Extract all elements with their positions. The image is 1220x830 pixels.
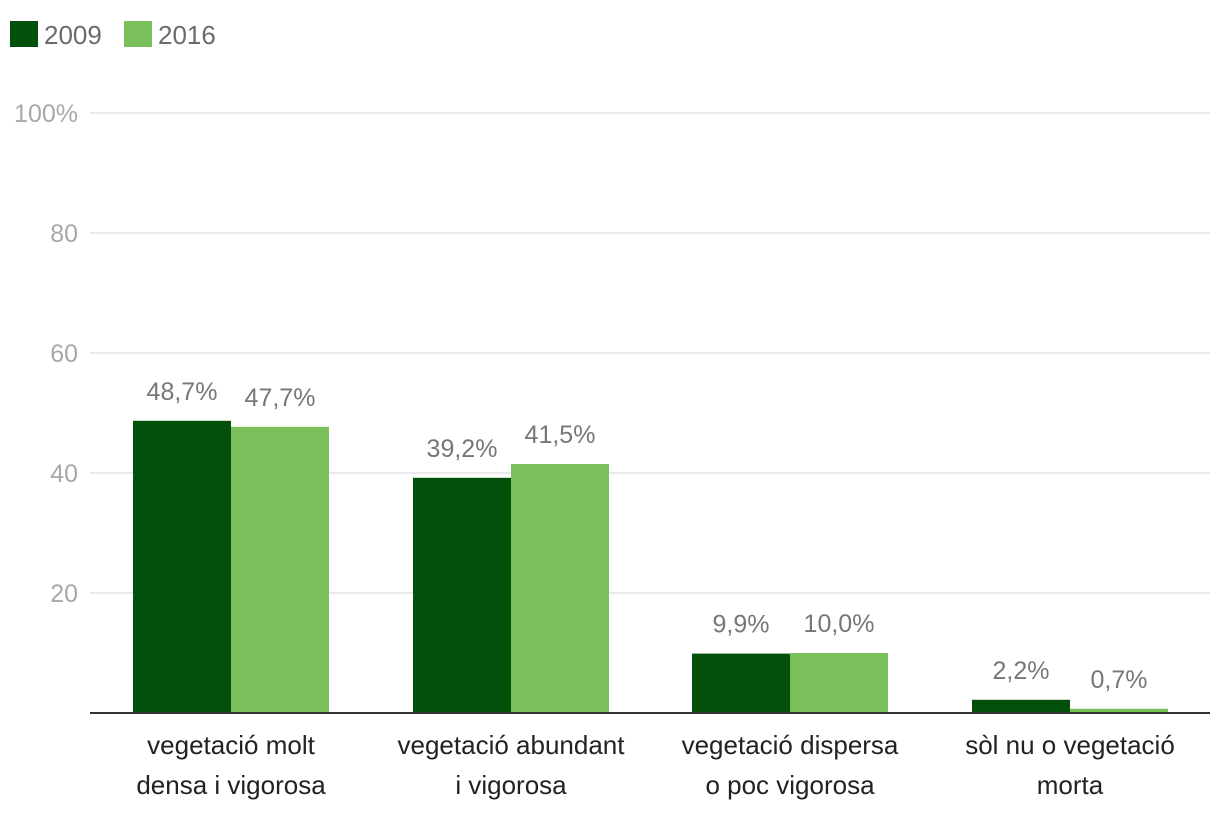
y-tick-label-80: 80 [50,220,78,248]
x-axis: vegetació molt densa i vigorosa vegetació … [90,712,1210,800]
bar-2016-1 [511,464,609,713]
bar-2009-0 [133,420,231,713]
data-label-2016-1: 41,5% [525,421,596,449]
y-axis: 20 40 60 80 100% [14,100,78,608]
data-label-2016-2: 10,0% [804,610,875,638]
bar-2009-1 [413,477,511,713]
category-label-3-line-1: morta [1037,770,1104,800]
bar-2016-2 [790,653,888,713]
y-tick-label-40: 40 [50,460,78,488]
category-label-0-line-0: vegetació molt [147,730,315,760]
y-tick-label-100: 100% [14,100,78,128]
category-label-1-line-1: i vigorosa [455,770,567,800]
data-label-2016-3: 0,7% [1091,666,1148,694]
category-label-3-line-0: sòl nu o vegetació [965,730,1175,760]
y-tick-label-20: 20 [50,580,78,608]
category-label-2-line-0: vegetació dispersa [682,730,899,760]
legend-label-2016: 2016 [158,20,216,50]
bar-2016-3 [1070,708,1168,713]
bar-2009-3 [972,699,1070,713]
data-labels: 48,7% 47,7% 39,2% 41,5% 9,9% 10,0% 2,2% 0,7% [147,378,1148,694]
data-label-2009-3: 2,2% [993,657,1050,685]
category-label-2-line-1: o poc vigorosa [705,770,875,800]
data-label-2016-0: 47,7% [245,384,316,412]
category-label-0-line-1: densa i vigorosa [136,770,326,800]
bar-2016-0 [231,426,329,713]
legend-swatch-2016 [124,21,152,47]
category-label-1-line-0: vegetació abundant [398,730,626,760]
legend: 2009 2016 [10,20,216,50]
bars [133,420,1168,713]
y-tick-label-60: 60 [50,340,78,368]
legend-swatch-2009 [10,21,38,47]
bar-2009-2 [692,653,790,713]
data-label-2009-1: 39,2% [427,435,498,463]
data-label-2009-2: 9,9% [713,611,770,639]
data-label-2009-0: 48,7% [147,378,218,406]
legend-label-2009: 2009 [44,20,102,50]
